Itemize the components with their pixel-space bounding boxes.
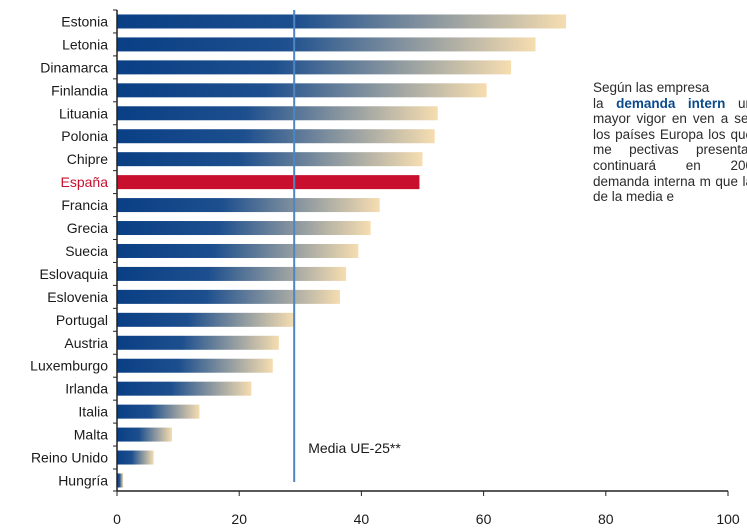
category-label: Luxemburgo: [30, 358, 108, 374]
category-label: Lituania: [59, 105, 108, 121]
bar: [117, 381, 252, 396]
bar: [117, 60, 512, 75]
side-text: Según las empresa la demanda intern un m…: [593, 80, 747, 205]
bar: [117, 450, 154, 465]
category-label: Estonia: [61, 13, 108, 29]
axes: 0 20 40 60 80 100: [113, 9, 740, 527]
bar: [117, 83, 487, 98]
bar: [117, 335, 279, 350]
category-label: Portugal: [56, 312, 108, 328]
side-text-body: un mayor vigor en ven a ser los países E…: [593, 95, 747, 205]
bar: [117, 37, 536, 52]
category-label: Italia: [78, 404, 108, 420]
bar: [117, 289, 341, 304]
x-tick-label: 0: [113, 511, 121, 527]
bar: [117, 198, 380, 213]
bar: [117, 427, 172, 442]
bar: [117, 312, 295, 327]
bar: [117, 152, 423, 167]
category-label: Grecia: [67, 220, 108, 236]
bar: [117, 221, 371, 236]
x-tick-label: 80: [598, 511, 614, 527]
bar: [117, 129, 435, 144]
category-label: Hungría: [58, 472, 108, 488]
side-text-pre: la: [593, 95, 604, 111]
bar: [117, 358, 273, 373]
category-label: Finlandia: [51, 82, 108, 98]
bar: [117, 14, 567, 29]
side-text-lead: Según las empresa: [593, 80, 710, 95]
x-tick-label: 100: [716, 511, 740, 527]
category-label: Eslovenia: [47, 289, 108, 305]
bar: [117, 404, 200, 419]
category-label: Francia: [61, 197, 108, 213]
side-text-highlight: demanda intern: [616, 95, 726, 111]
bars-group: [117, 14, 567, 488]
bar: [117, 473, 124, 488]
category-label: Irlanda: [65, 381, 108, 397]
category-label: Chipre: [67, 151, 108, 167]
x-tick-label: 20: [231, 511, 247, 527]
category-label: Polonia: [61, 128, 108, 144]
category-label: Austria: [64, 335, 108, 351]
category-label: Reino Unido: [31, 450, 108, 466]
category-label: Dinamarca: [40, 59, 108, 75]
category-labels: Estonia Letonia Dinamarca Finlandia Lituania…: [30, 13, 108, 488]
x-tick-label: 60: [476, 511, 492, 527]
bar: [117, 175, 420, 190]
x-tick-label: 40: [354, 511, 370, 527]
category-label: Letonia: [62, 36, 108, 52]
reference-line-label: Media UE-25**: [308, 440, 401, 456]
bar: [117, 266, 347, 281]
category-label: España: [61, 174, 109, 190]
category-label: Eslovaquia: [40, 266, 109, 282]
category-label: Malta: [74, 427, 108, 443]
category-label: Suecia: [65, 243, 108, 259]
reference-line-group: Media UE-25**: [293, 10, 401, 482]
bar: [117, 243, 359, 258]
bar: [117, 106, 438, 121]
